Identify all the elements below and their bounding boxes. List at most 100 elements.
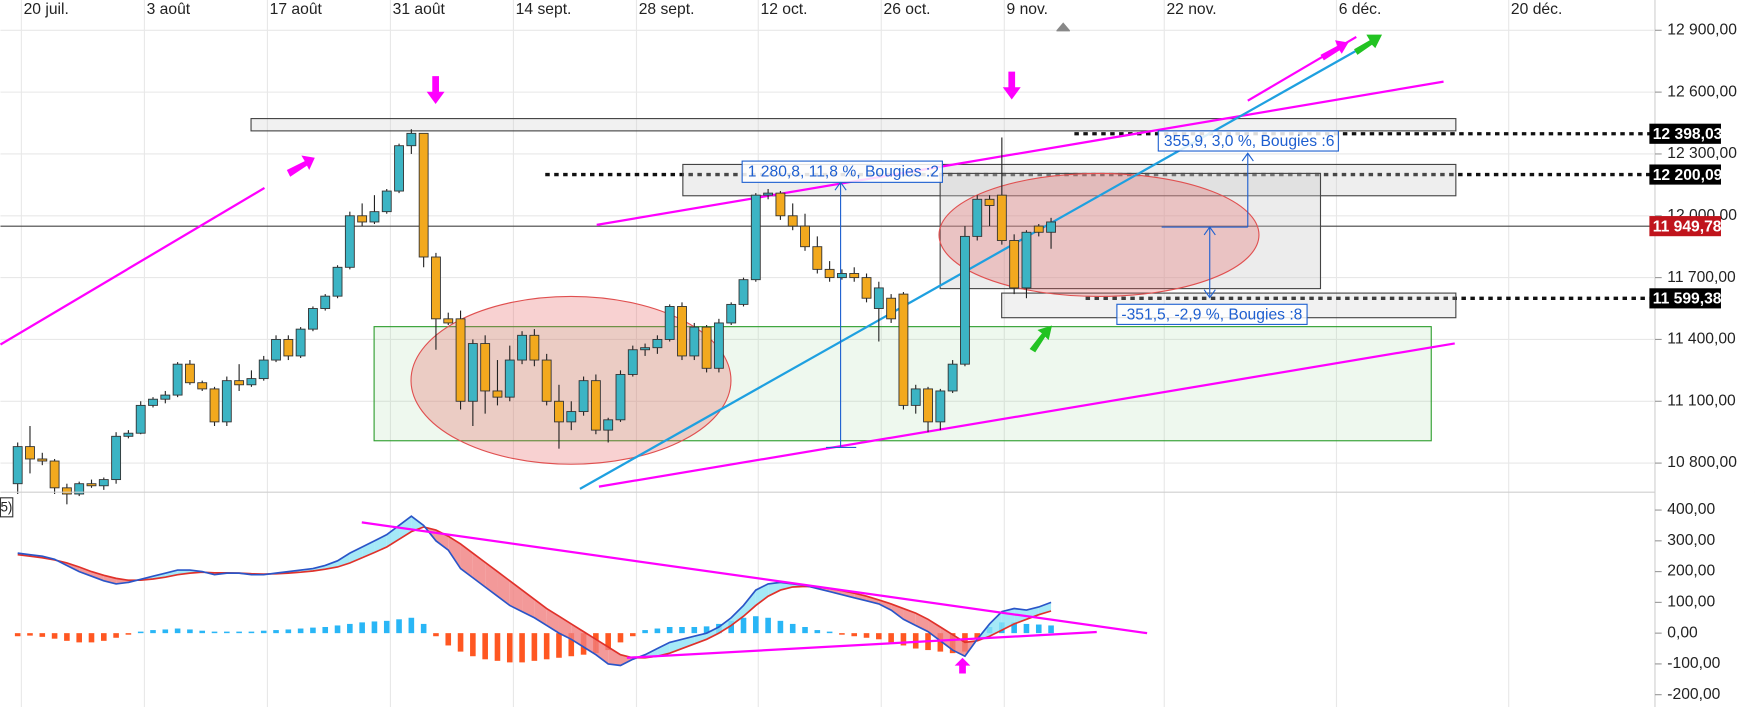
x-tick-label: 14 sept.: [516, 1, 572, 18]
y-tick-label: 11 100,00: [1667, 392, 1736, 409]
measure-box: [1157, 130, 1339, 152]
candle-body: [701, 326, 712, 369]
histogram-bar: [826, 631, 833, 634]
candle-body: [947, 363, 958, 392]
candle-body: [738, 279, 749, 305]
macd-fill: [841, 590, 855, 598]
candle-body: [984, 198, 995, 206]
candle-body: [590, 380, 601, 431]
histogram-bar: [765, 617, 771, 634]
histogram-bar: [113, 633, 119, 638]
measure-labels: 1 280,8, 11,8 %, Bougies :2 355,9, 3,0 %…: [741, 130, 1339, 325]
measure-label: 1 280,8, 11,8 %, Bougies :2: [748, 163, 939, 180]
histogram-bar: [543, 633, 550, 660]
macd-line: [17, 515, 1052, 667]
candle-body: [209, 388, 220, 423]
histogram-bar: [162, 629, 169, 634]
histogram-bar: [691, 626, 698, 634]
histogram-bar: [1011, 622, 1017, 634]
macd-fill: [79, 566, 92, 577]
zone-rect: [250, 118, 1457, 132]
macd-fill: [608, 646, 621, 666]
histogram-bar: [728, 620, 735, 634]
x-tick-label: 20 juil.: [24, 1, 69, 18]
histogram-bar: [334, 625, 341, 634]
y-tick-label: 10 800,00: [1667, 454, 1737, 471]
macd-fill: [386, 525, 400, 547]
histogram-bar: [310, 627, 316, 634]
histogram-bar: [900, 633, 907, 646]
candles-layer: [12, 129, 1056, 505]
candle-body: [172, 363, 183, 396]
x-tick-label: 28 sept.: [639, 1, 695, 18]
indicator-box: [0, 497, 14, 518]
candle-body: [787, 215, 798, 227]
histogram-bar: [347, 623, 353, 634]
macd-fill: [669, 639, 682, 654]
candle-body: [418, 132, 429, 258]
macd-drawings: [361, 521, 1148, 674]
candle-body: [295, 328, 306, 357]
candle-body: [541, 359, 552, 402]
candle-body: [517, 334, 527, 361]
macd-fill: [485, 562, 498, 597]
trend-line: [579, 41, 1372, 490]
candle-body: [800, 225, 810, 248]
measure-label: 355,9, 3,0 %, Bougies :6: [1164, 133, 1335, 150]
home-icon: [1056, 22, 1070, 32]
measure-box: [741, 160, 943, 183]
y-tick-label: 100,00: [1667, 594, 1715, 611]
macd-fill: [460, 543, 473, 578]
candle-body: [652, 338, 663, 349]
macd-fill: [743, 590, 756, 617]
macd-layer: [14, 515, 1054, 667]
histogram-bar: [912, 633, 919, 649]
candle-body: [615, 374, 626, 421]
candle-body: [849, 273, 860, 279]
price-label-box: [1649, 288, 1721, 309]
histogram-bar: [654, 628, 661, 634]
macd-fill: [497, 571, 510, 606]
y-tick-label: -200,00: [1667, 686, 1720, 703]
candle-body: [898, 293, 909, 406]
histogram-bar: [88, 633, 95, 643]
histogram-bar: [617, 633, 624, 643]
histogram-bar: [371, 621, 378, 634]
price-label-box: [1649, 164, 1721, 185]
candle-body: [640, 347, 651, 351]
x-tick-label: 20 déc.: [1511, 1, 1562, 18]
macd-fill: [731, 605, 744, 626]
candle-body: [664, 306, 675, 340]
measure-box: [1116, 303, 1308, 325]
candle-body: [677, 306, 687, 357]
y-tick-label: 12 300,00: [1667, 145, 1737, 162]
histogram-bar: [39, 633, 46, 637]
macd-fill: [878, 599, 892, 611]
macd-fill: [103, 575, 117, 584]
candle-body: [689, 326, 700, 357]
candle-body: [258, 359, 269, 380]
candle-body: [480, 343, 491, 392]
price-label: 12 398,03: [1653, 126, 1723, 143]
macd-fill: [928, 619, 941, 641]
measure-label: -351,5, -2,9 %, Bougies :8: [1121, 307, 1302, 324]
trend-line: [361, 521, 1148, 635]
candle-body: [566, 411, 577, 423]
candle-body: [197, 382, 208, 390]
candle-body: [369, 211, 380, 223]
candle-body: [332, 266, 343, 297]
histogram-bar: [519, 633, 525, 663]
candle-body: [492, 390, 503, 398]
histogram-bar: [322, 626, 329, 634]
macd-fill: [165, 570, 178, 578]
candle-body: [1033, 225, 1044, 233]
histogram-bar: [408, 617, 415, 634]
price-label-box: [1649, 216, 1721, 237]
candle-body: [750, 194, 761, 281]
candle-body: [308, 308, 318, 330]
arrow-down: [1002, 71, 1021, 100]
ellipse: [938, 172, 1260, 298]
candle-body: [86, 483, 97, 487]
x-tick-label: 12 oct.: [761, 1, 808, 18]
